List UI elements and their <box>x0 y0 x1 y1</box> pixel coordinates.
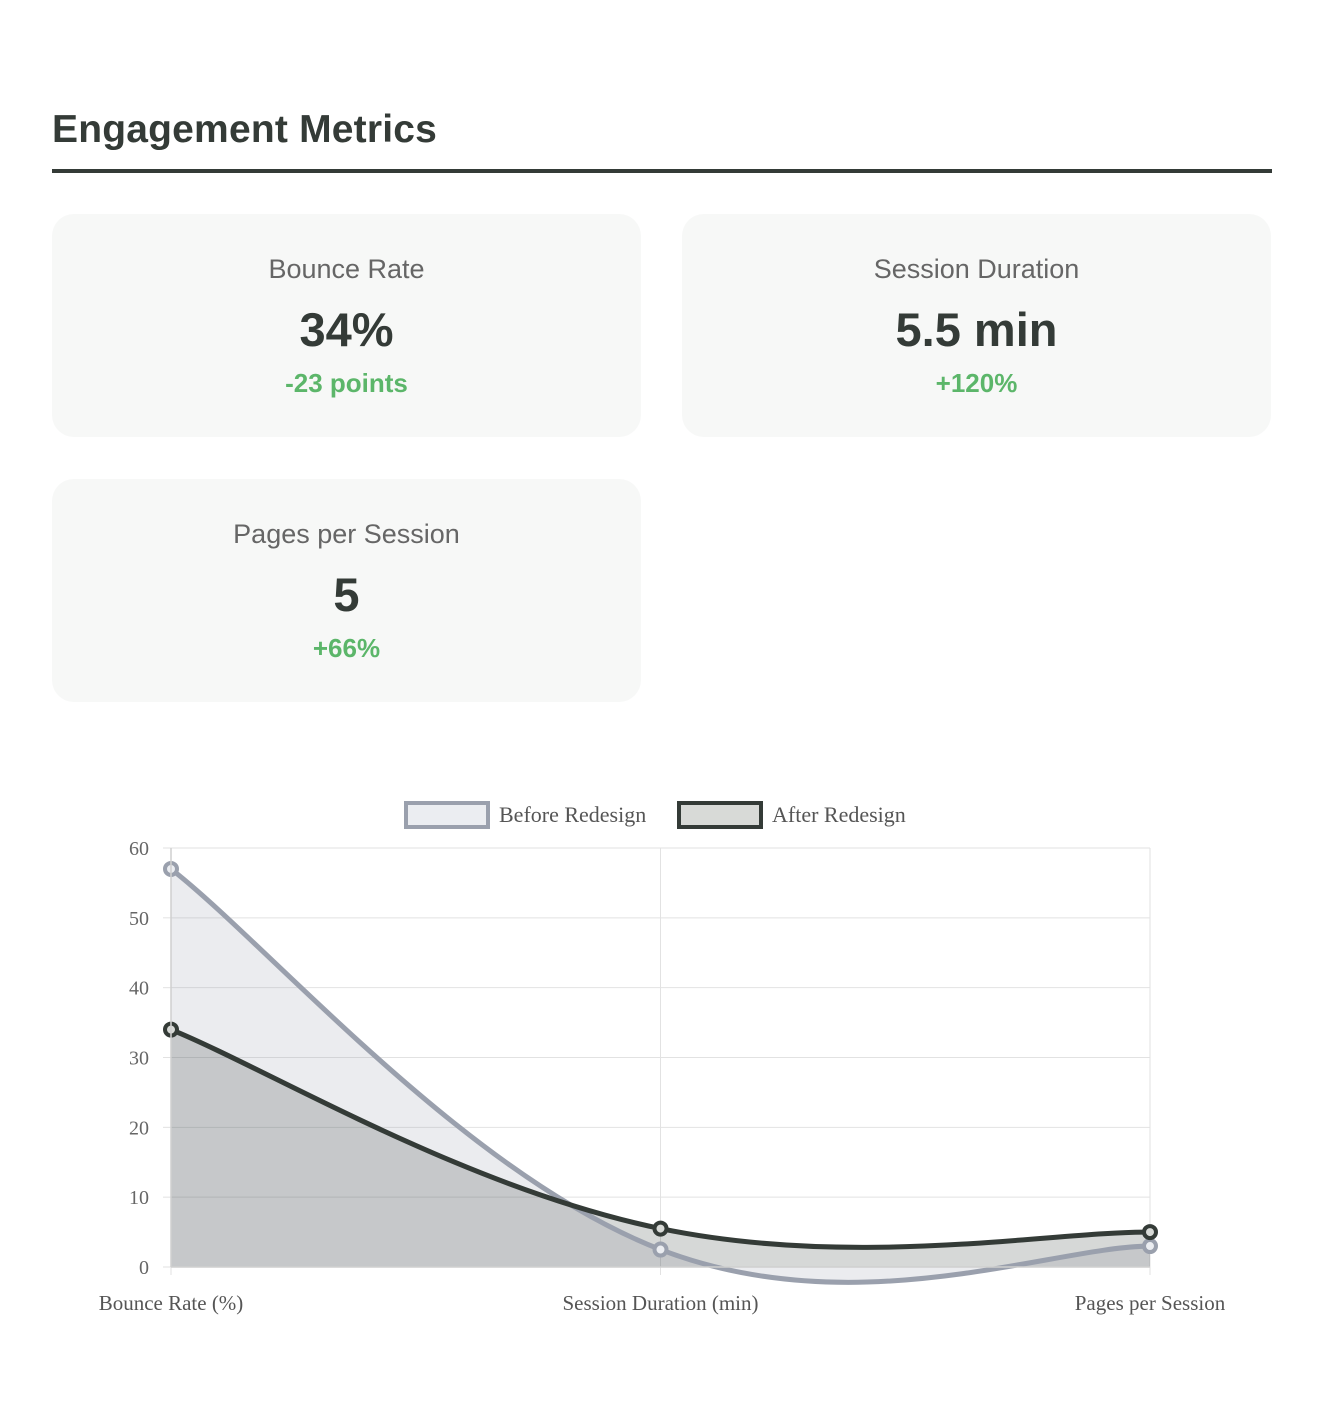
metric-value: 5.5 min <box>895 303 1058 356</box>
metric-card-session-duration: Session Duration 5.5 min +120% <box>682 214 1271 437</box>
y-tick-label: 20 <box>129 1117 149 1139</box>
page-title: Engagement Metrics <box>52 108 438 151</box>
metric-card-bounce-rate: Bounce Rate 34% -23 points <box>52 214 641 437</box>
chart-legend[interactable]: Before Redesign After Redesign <box>404 801 906 829</box>
metric-value: 34% <box>299 303 394 356</box>
metric-change: +66% <box>312 633 381 663</box>
legend-swatch <box>404 801 490 829</box>
y-tick-label: 60 <box>129 838 149 860</box>
data-point-after <box>652 1220 669 1237</box>
engagement-chart: 0 10 20 30 40 50 60 Bounce Rate (%) Session Dura… <box>99 801 1226 1315</box>
y-tick-label: 40 <box>129 978 149 1000</box>
chart-areas <box>171 868 1150 1283</box>
series-line-before <box>169 866 1151 1285</box>
legend-item-before[interactable]: Before Redesign <box>404 801 646 829</box>
legend-swatch <box>677 801 763 829</box>
data-point-before <box>652 1241 669 1258</box>
metric-label: Pages per Session <box>233 519 460 549</box>
series-area-before <box>171 868 1150 1283</box>
y-tick-label: 10 <box>129 1187 149 1209</box>
y-tick-label: 0 <box>139 1257 149 1279</box>
x-tick-label: Bounce Rate (%) <box>99 1291 244 1315</box>
legend-label: After Redesign <box>772 802 906 827</box>
legend-label: Before Redesign <box>499 802 646 827</box>
metric-change: +120% <box>935 368 1018 398</box>
legend-item-after[interactable]: After Redesign <box>677 801 906 829</box>
y-tick-label: 30 <box>129 1048 149 1070</box>
x-tick-label: Pages per Session <box>1075 1291 1226 1315</box>
y-tick-label: 50 <box>129 908 149 930</box>
data-point-after <box>1142 1224 1158 1241</box>
metric-label: Bounce Rate <box>268 254 425 284</box>
metric-change: -23 points <box>285 368 408 398</box>
data-point-before <box>1142 1238 1158 1255</box>
chart-axes: 0 10 20 30 40 50 60 Bounce Rate (%) Session Dura… <box>99 838 1226 1315</box>
series-area-after <box>171 1029 1150 1267</box>
chart-grid <box>163 847 1151 1275</box>
x-tick-label: Session Duration (min) <box>563 1291 759 1315</box>
metric-label: Session Duration <box>873 254 1080 284</box>
title-divider <box>52 169 1272 173</box>
metric-value: 5 <box>333 568 360 621</box>
metric-card-pages-per-session: Pages per Session 5 +66% <box>52 479 641 702</box>
